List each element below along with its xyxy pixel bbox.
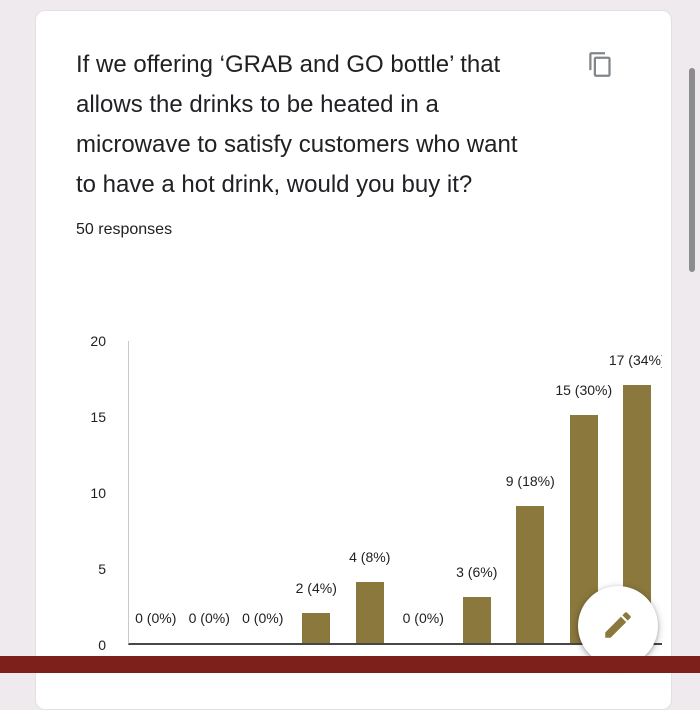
pencil-icon xyxy=(601,608,635,645)
scrollbar-thumb[interactable] xyxy=(689,68,695,272)
bar-value-label: 17 (34%) xyxy=(608,351,662,368)
bar-value-label: 15 (30%) xyxy=(555,382,613,398)
response-card: If we offering ‘GRAB and GO bottle’ that… xyxy=(35,10,672,710)
edit-fab-button[interactable] xyxy=(578,586,658,666)
bar-slot: 0 (0%)3 xyxy=(236,341,290,669)
bar-slot: 4 (8%)5 xyxy=(343,341,397,669)
bottom-red-bar xyxy=(0,656,700,673)
copy-responses-button[interactable] xyxy=(585,51,615,81)
bar xyxy=(462,597,491,643)
y-axis-labels: 0 5 10 15 20 xyxy=(36,331,106,681)
bar xyxy=(516,506,545,643)
bar-value-label: 0 (0%) xyxy=(242,610,284,626)
bar-slot: 0 (0%)2 xyxy=(183,341,237,669)
y-tick-label: 0 xyxy=(98,637,106,653)
bar-value-label: 0 (0%) xyxy=(402,610,444,626)
bar-value-label: 3 (6%) xyxy=(456,564,498,581)
y-tick-label: 20 xyxy=(90,333,106,349)
bar-slot: 3 (6%)7 xyxy=(450,341,504,669)
bar-slot: 0 (0%)6 xyxy=(397,341,451,669)
bar-value-label: 0 (0%) xyxy=(188,610,230,626)
bar-slot: 2 (4%)4 xyxy=(290,341,344,669)
bar-value-label: 0 (0%) xyxy=(135,610,177,626)
page-background: { "colors": { "page_background": "#efeae… xyxy=(0,10,700,710)
bar-value-label: 2 (4%) xyxy=(295,579,337,596)
bar-value-label: 4 (8%) xyxy=(349,549,391,566)
bar-value-label: 9 (18%) xyxy=(505,473,555,490)
bar xyxy=(302,612,331,643)
bar-slot: 9 (18%)8 xyxy=(504,341,558,669)
bar xyxy=(355,582,384,643)
y-tick-label: 10 xyxy=(90,485,106,501)
bar-slot: 0 (0%)1 xyxy=(129,341,183,669)
question-title: If we offering ‘GRAB and GO bottle’ that… xyxy=(76,51,518,198)
responses-count: 50 responses xyxy=(76,221,173,238)
y-tick-label: 15 xyxy=(90,409,106,425)
bar-plot: 0 (0%)10 (0%)20 (0%)32 (4%)44 (8%)50 (0%… xyxy=(128,341,662,669)
y-tick-label: 5 xyxy=(98,561,106,577)
card-body: If we offering ‘GRAB and GO bottle’ that… xyxy=(36,11,671,239)
content-copy-icon xyxy=(587,52,614,81)
